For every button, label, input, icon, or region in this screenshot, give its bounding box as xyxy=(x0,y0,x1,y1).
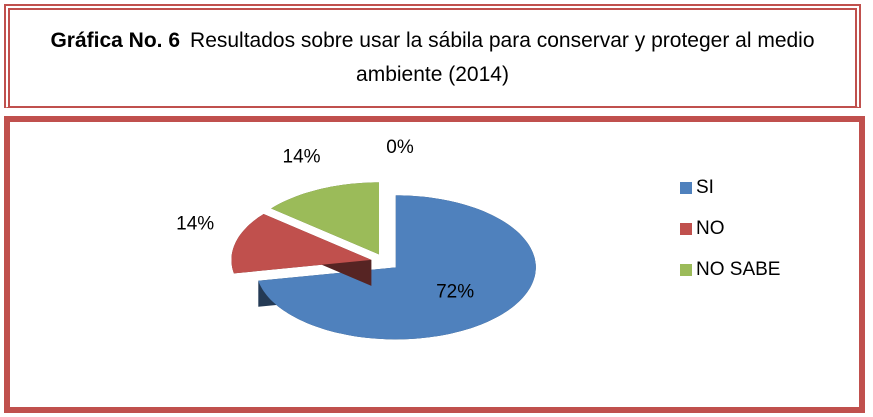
legend-label: SI xyxy=(696,177,714,198)
legend-label: NO SABE xyxy=(696,259,780,280)
slice xyxy=(271,182,379,255)
data-label: 72% xyxy=(436,282,474,303)
title: Gráfica No. 6 Resultados sobre usar la sá… xyxy=(50,24,815,92)
title-box: Gráfica No. 6 Resultados sobre usar la sá… xyxy=(4,4,861,108)
title-label: Gráfica No. 6 xyxy=(50,29,181,52)
legend-swatch xyxy=(680,264,692,276)
slice xyxy=(231,214,372,274)
title-text: Resultados sobre usar la sábila para con… xyxy=(190,29,815,86)
legend-swatch xyxy=(680,223,692,235)
legend-swatch xyxy=(680,182,692,194)
data-label: 14% xyxy=(176,214,214,235)
slice xyxy=(258,195,536,340)
chart-box xyxy=(4,116,865,413)
data-label: 0% xyxy=(386,137,414,158)
legend-label: NO xyxy=(696,218,725,239)
data-label: 14% xyxy=(283,147,321,168)
